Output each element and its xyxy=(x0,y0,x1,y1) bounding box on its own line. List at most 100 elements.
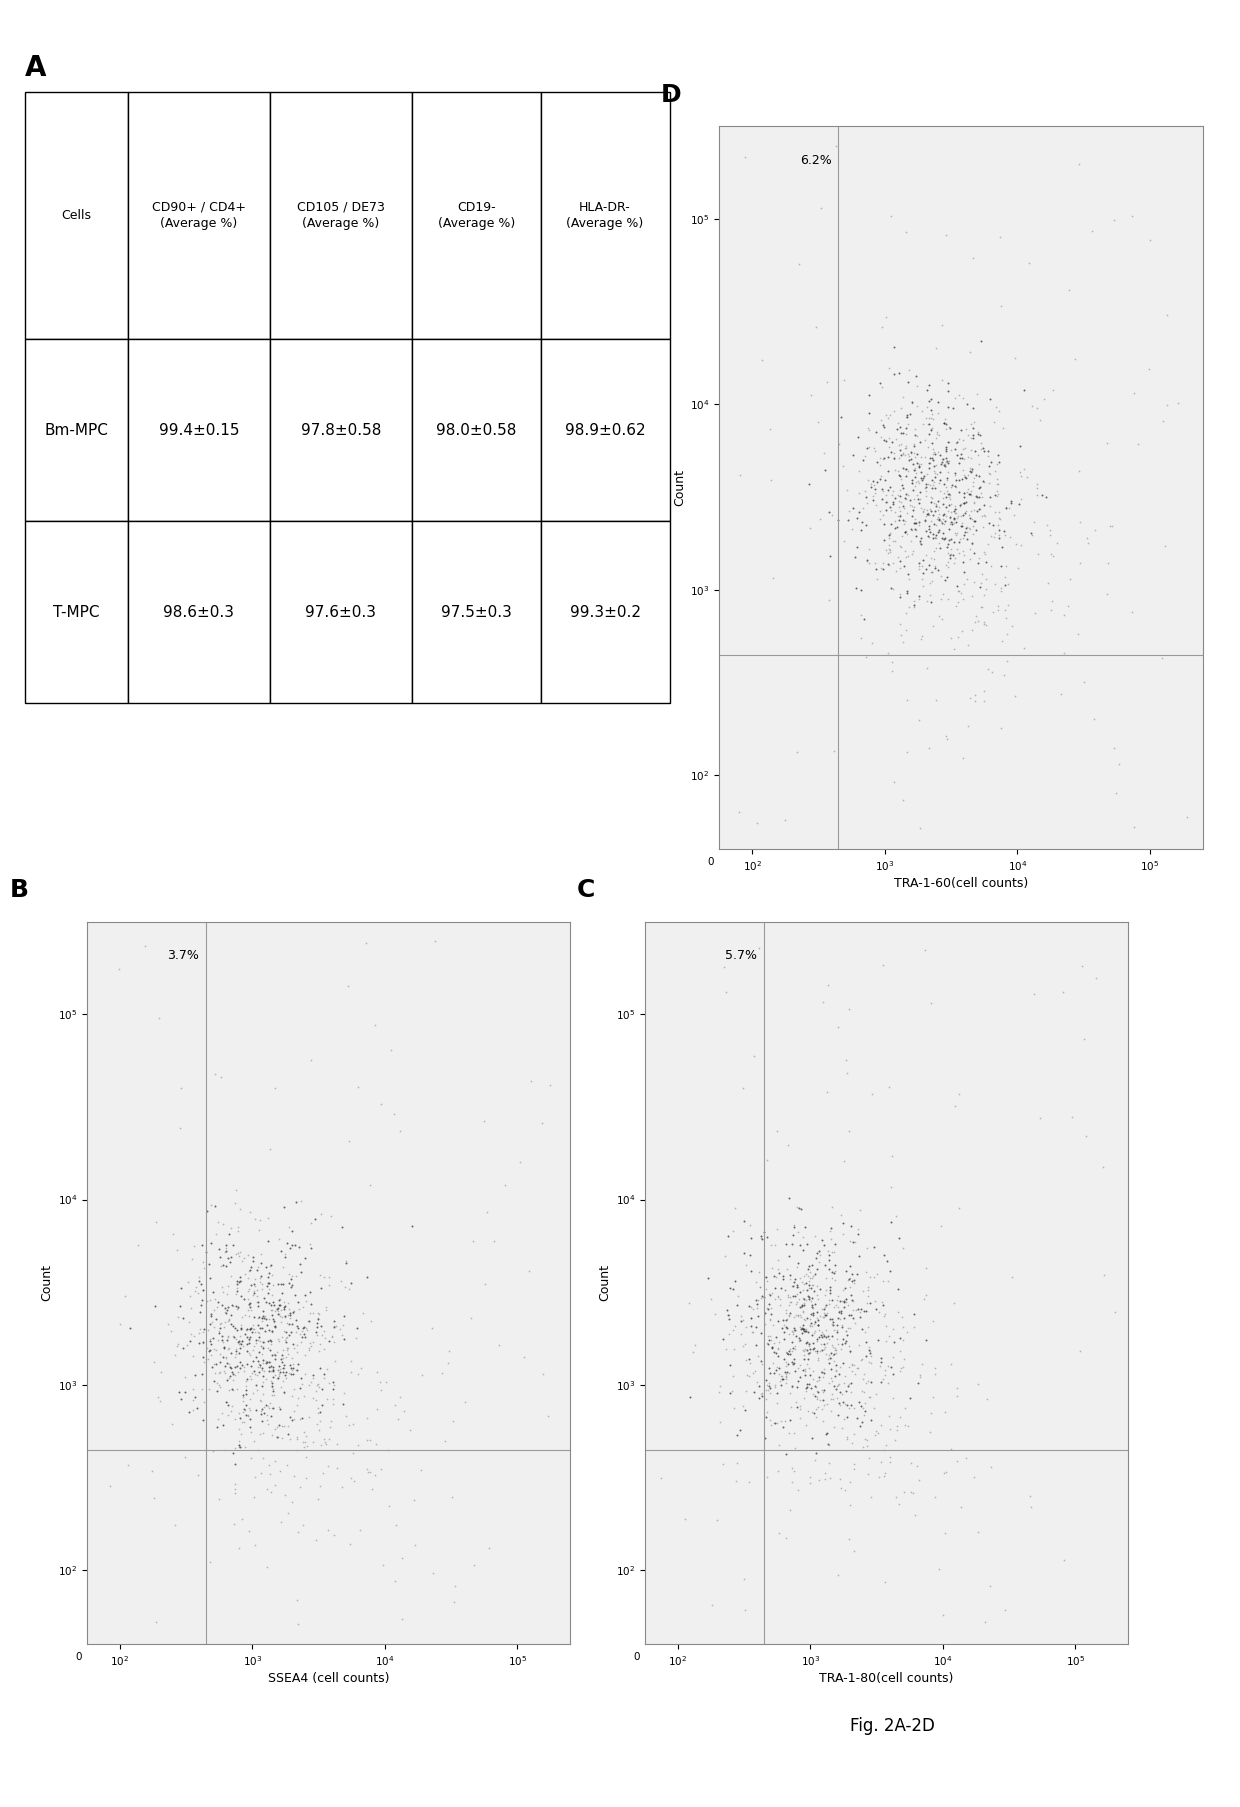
Point xyxy=(832,1312,852,1341)
Point xyxy=(1037,482,1056,511)
Point xyxy=(425,927,445,956)
Point xyxy=(288,1518,308,1547)
Point xyxy=(274,1270,294,1299)
Point xyxy=(229,1348,249,1377)
Point xyxy=(929,555,949,584)
Point xyxy=(807,1310,827,1339)
Point xyxy=(165,1511,185,1540)
Point xyxy=(900,399,920,428)
Point xyxy=(1097,428,1117,457)
Point xyxy=(889,461,909,490)
Point xyxy=(801,1308,821,1337)
Point xyxy=(252,1339,272,1368)
Point xyxy=(856,1296,875,1325)
Point xyxy=(839,996,859,1025)
Point xyxy=(794,1236,813,1265)
Point xyxy=(830,1296,849,1325)
Point xyxy=(776,1337,796,1366)
Point xyxy=(816,1301,836,1330)
Point xyxy=(821,1397,841,1426)
Point xyxy=(939,479,959,508)
Point xyxy=(776,1357,796,1386)
Point xyxy=(243,1315,263,1344)
Point xyxy=(357,1263,377,1292)
Point xyxy=(818,1290,838,1319)
Point xyxy=(879,520,899,549)
Point xyxy=(857,546,877,575)
Point xyxy=(913,1350,932,1379)
Point xyxy=(347,1314,367,1343)
Point xyxy=(973,437,993,466)
Point xyxy=(797,1305,817,1334)
Point xyxy=(226,1240,246,1269)
Point xyxy=(827,1285,847,1314)
Point xyxy=(898,542,918,571)
Point xyxy=(895,479,915,508)
Point xyxy=(794,1317,813,1346)
Point xyxy=(893,419,913,448)
Point xyxy=(754,1218,774,1247)
Point xyxy=(976,548,996,576)
Point xyxy=(1100,511,1120,540)
Point xyxy=(280,1352,300,1381)
Point xyxy=(288,1422,308,1451)
Point xyxy=(231,1404,250,1433)
Point xyxy=(797,1370,817,1399)
Point xyxy=(898,737,918,766)
Point xyxy=(300,1278,320,1306)
Point xyxy=(781,1348,801,1377)
Point xyxy=(769,1353,789,1382)
Point xyxy=(894,517,914,546)
Point xyxy=(954,558,973,587)
Point xyxy=(301,1234,321,1263)
Point xyxy=(195,1254,215,1283)
Point xyxy=(521,1066,541,1095)
Point xyxy=(898,410,918,439)
Point xyxy=(135,931,155,960)
Point xyxy=(291,1258,311,1287)
Point xyxy=(965,1462,985,1491)
Point xyxy=(923,405,942,434)
Point xyxy=(171,1274,191,1303)
Point xyxy=(258,1475,278,1503)
Point xyxy=(797,1350,817,1379)
Point xyxy=(897,576,916,605)
Point xyxy=(248,1346,268,1375)
Point xyxy=(848,1220,868,1249)
Point xyxy=(1009,490,1029,519)
Point xyxy=(1152,643,1172,672)
Point xyxy=(215,1359,234,1388)
Point xyxy=(1156,531,1176,560)
Point xyxy=(879,531,899,560)
Point xyxy=(758,1222,777,1250)
Point xyxy=(196,1344,216,1373)
Point xyxy=(864,479,884,508)
Point xyxy=(1028,540,1048,569)
Point xyxy=(810,1364,830,1393)
Point xyxy=(244,1279,264,1308)
Point xyxy=(200,1263,219,1292)
Point xyxy=(982,448,1002,477)
Point xyxy=(961,477,981,506)
Point xyxy=(971,593,991,622)
Point xyxy=(797,1344,817,1373)
Point xyxy=(880,1256,900,1285)
Point xyxy=(952,508,972,537)
Point xyxy=(937,548,957,576)
Point xyxy=(295,1281,315,1310)
Point xyxy=(890,1323,910,1352)
Point xyxy=(258,1326,278,1355)
Point xyxy=(945,544,965,573)
Point xyxy=(1028,481,1048,510)
Point xyxy=(268,1422,288,1451)
Point xyxy=(188,1328,208,1357)
Point xyxy=(897,484,916,513)
Point xyxy=(258,1227,278,1256)
Point xyxy=(719,1305,739,1334)
Point xyxy=(241,1352,260,1381)
Point xyxy=(760,1281,780,1310)
Point xyxy=(935,566,955,595)
Point xyxy=(324,1328,343,1357)
Point xyxy=(944,504,963,533)
Point xyxy=(243,1310,263,1339)
